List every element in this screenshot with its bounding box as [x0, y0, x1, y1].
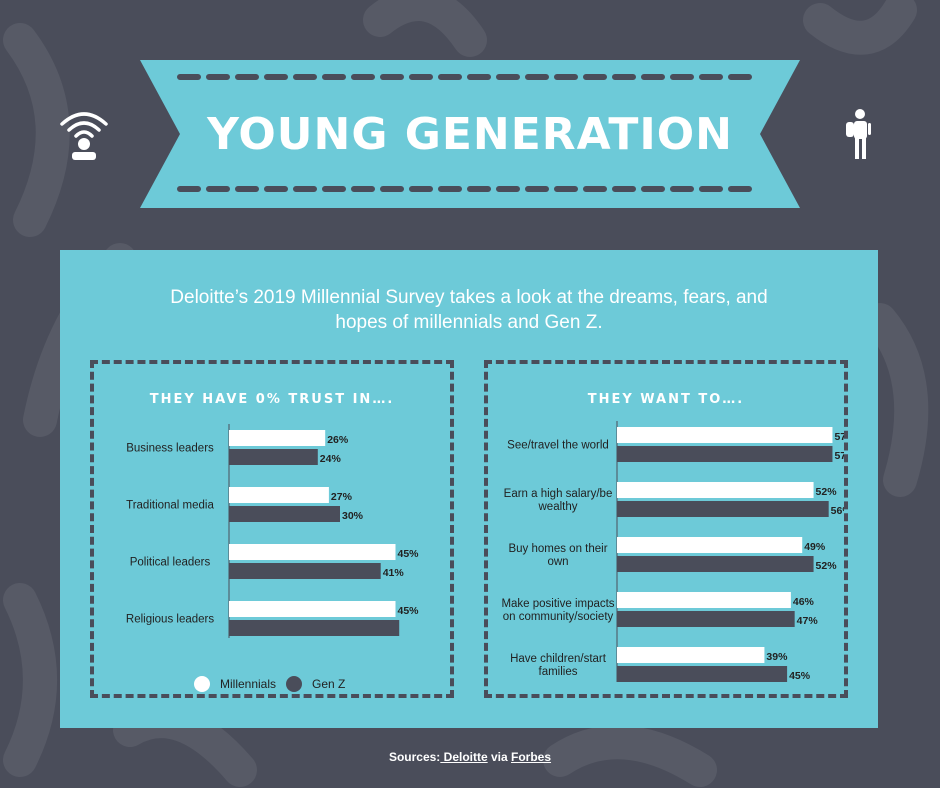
category-label: Religious leaders: [126, 614, 214, 626]
sources-line: Sources: Deloitte via Forbes: [0, 750, 940, 764]
trust-chart-title: THEY HAVE 0% TRUST IN….: [149, 392, 395, 407]
category-label: Political leaders: [130, 557, 211, 569]
bar-millennials: [617, 592, 791, 608]
bar-genz: [617, 666, 788, 682]
data-label: 27%: [331, 491, 353, 503]
page-title: YOUNG GENERATION: [207, 109, 733, 160]
category-label: Make positive impacts on community/societ…: [501, 598, 614, 623]
data-label: 45%: [789, 670, 811, 682]
bar-millennials: [617, 537, 803, 553]
banner-ribbon: [140, 60, 800, 208]
bar-millennials: [229, 544, 396, 560]
data-label: 45%: [398, 605, 420, 617]
data-label: 56%: [831, 505, 844, 517]
sources-via: via: [487, 750, 512, 764]
legend-millennials-label: Millennials: [220, 677, 277, 691]
title-banner: [140, 60, 800, 208]
bar-millennials: [617, 427, 833, 443]
category-label: Earn a high salary/be wealthy: [504, 488, 613, 513]
trust-chart-card: THEY HAVE 0% TRUST IN…. Business leaders…: [90, 360, 454, 698]
deloitte-link[interactable]: Deloitte: [440, 750, 488, 764]
category-label: Buy homes on their own: [508, 543, 607, 568]
data-label: 41%: [383, 567, 405, 579]
bar-genz: [229, 620, 400, 636]
bar-millennials: [617, 482, 814, 498]
intro-text: Deloitte’s 2019 Millennial Survey takes …: [170, 287, 768, 333]
want-chart-card: THEY WANT TO…. See/travel the world 57% 57…: [484, 360, 848, 698]
trust-chart: Business leaders 26% 24% Traditional media 2…: [126, 424, 420, 638]
category-label: Traditional media: [126, 500, 214, 512]
bar-genz: [617, 446, 833, 462]
legend-genz-label: Gen Z: [312, 677, 346, 691]
legend-genz-swatch: [286, 676, 302, 692]
legend-millennials-swatch: [194, 676, 210, 692]
bar-millennials: [229, 430, 326, 446]
data-label: 26%: [327, 434, 349, 446]
backpacker-icon: [846, 109, 871, 159]
data-label: 49%: [804, 541, 826, 553]
data-label: 47%: [797, 615, 819, 627]
data-label: 52%: [816, 560, 838, 572]
data-label: 46%: [793, 596, 815, 608]
want-chart: See/travel the world 57% 57% Earn a high sa…: [501, 421, 844, 682]
sources-prefix: Sources:: [388, 750, 441, 764]
bar-genz: [617, 556, 814, 572]
bar-genz: [229, 506, 340, 522]
bar-genz: [617, 611, 795, 627]
category-label: Have children/start families: [510, 653, 607, 678]
data-label: 57%: [834, 450, 844, 462]
data-label: 45%: [398, 548, 420, 560]
data-label: 24%: [320, 453, 342, 465]
data-label: 30%: [342, 510, 364, 522]
bar-genz: [229, 449, 318, 465]
wifi-person-icon: [60, 112, 108, 160]
bar-millennials: [617, 647, 765, 663]
want-chart-title: THEY WANT TO….: [587, 392, 745, 407]
category-label: Business leaders: [126, 443, 214, 455]
data-label: 52%: [816, 486, 838, 498]
category-label: See/travel the world: [507, 440, 609, 452]
survey-panel: Deloitte’s 2019 Millennial Survey takes …: [60, 250, 878, 728]
bar-millennials: [229, 601, 396, 617]
bar-genz: [229, 563, 381, 579]
bar-genz: [617, 501, 829, 517]
data-label: 39%: [766, 651, 788, 663]
forbes-link[interactable]: Forbes: [511, 750, 552, 764]
data-label: 57%: [834, 431, 844, 443]
bar-millennials: [229, 487, 329, 503]
